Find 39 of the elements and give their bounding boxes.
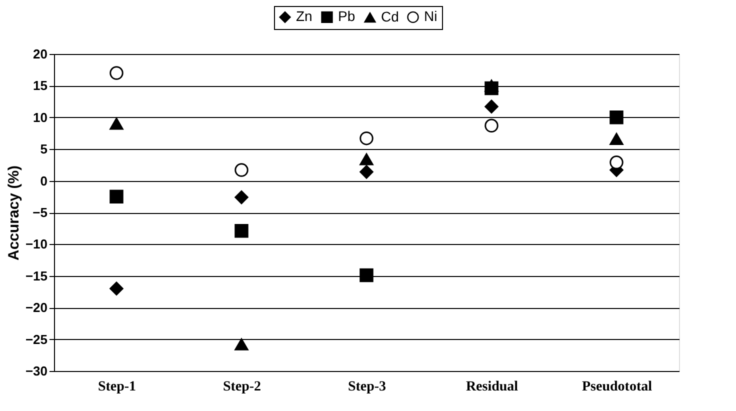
x-tick-label: Step-3 [348, 380, 386, 394]
y-tick-label: −30 [25, 364, 48, 378]
point [360, 268, 374, 282]
point [234, 224, 248, 238]
point [234, 163, 248, 177]
point [360, 165, 374, 179]
point [610, 110, 624, 124]
x-tick-label: Pseudototal [582, 380, 652, 394]
point [234, 190, 248, 204]
y-tick-label: 10 [33, 110, 48, 125]
point [484, 118, 498, 133]
point [610, 156, 624, 170]
y-tick-label: 5 [40, 142, 48, 157]
point [360, 153, 374, 166]
legend-label: Ni [424, 8, 438, 24]
point [110, 282, 124, 296]
point [110, 190, 124, 204]
x-tick-label: Residual [466, 380, 518, 394]
y-tick-label: −15 [25, 268, 48, 284]
point [110, 118, 124, 130]
point [360, 131, 374, 146]
y-tick-label: 0 [40, 173, 48, 188]
point [110, 66, 124, 80]
point [610, 132, 624, 146]
y-tick-label: −20 [25, 300, 48, 316]
legend-label: Pb [338, 8, 356, 24]
point [484, 80, 498, 92]
y-axis-title: Accuracy (%) [5, 165, 22, 261]
point [484, 100, 498, 114]
legend-label: Cd [381, 8, 399, 24]
x-tick-label: Step-2 [222, 380, 262, 394]
legend-label: Zn [296, 8, 312, 24]
y-tick-label: 15 [33, 78, 48, 94]
x-tick-label: Step-1 [98, 380, 136, 394]
y-tick-label: 20 [33, 46, 48, 62]
y-tick-label: −10 [25, 236, 48, 252]
y-tick-label: −5 [32, 205, 48, 220]
point [234, 338, 248, 350]
y-tick-label: −25 [25, 332, 48, 347]
